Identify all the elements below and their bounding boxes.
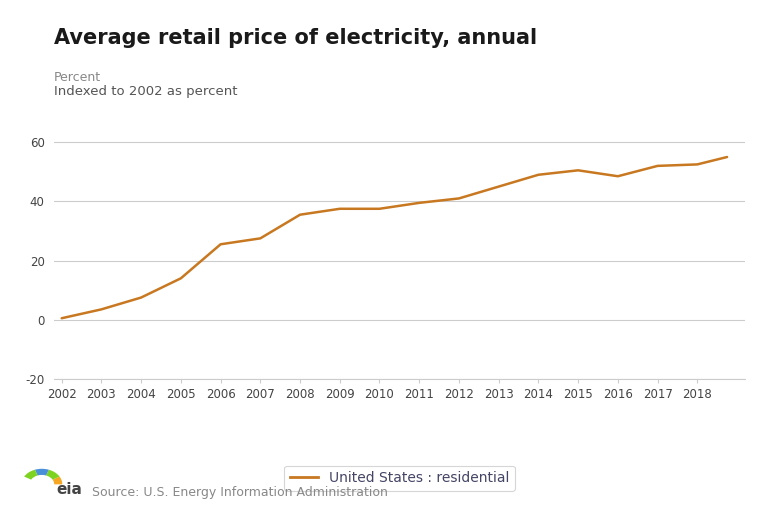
Legend: United States : residential: United States : residential [284, 466, 515, 491]
Wedge shape [24, 470, 38, 480]
Text: Source: U.S. Energy Information Administration: Source: U.S. Energy Information Administ… [92, 486, 388, 499]
Wedge shape [46, 470, 60, 480]
Text: Percent: Percent [54, 72, 101, 84]
Text: Average retail price of electricity, annual: Average retail price of electricity, ann… [54, 28, 537, 48]
Text: eia: eia [56, 482, 82, 497]
Wedge shape [35, 469, 49, 476]
Text: Indexed to 2002 as percent: Indexed to 2002 as percent [54, 86, 237, 98]
Wedge shape [52, 477, 62, 484]
